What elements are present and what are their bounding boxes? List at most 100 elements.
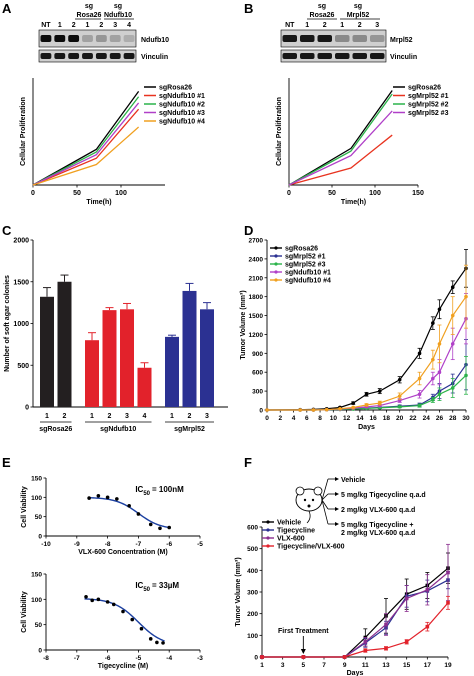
data-point xyxy=(301,655,306,659)
x-tick-label: 5 xyxy=(302,662,306,669)
x-tick-label: 18 xyxy=(383,415,391,422)
blot-a-lane-2: 2 xyxy=(72,22,76,29)
blot-b-lane-5: 3 xyxy=(375,22,379,29)
x-tick-label: -6 xyxy=(166,541,172,548)
series-line-1 xyxy=(288,134,393,186)
x-tick-label: 12 xyxy=(343,415,351,422)
x-tick-label: 30 xyxy=(462,415,470,422)
data-point xyxy=(450,285,455,290)
y-tick-label: 900 xyxy=(252,351,263,358)
data-point xyxy=(363,640,368,644)
protocol-item-4: 2 mg/kg VLX-600 q.a.d xyxy=(341,530,415,537)
y-axis-label: Cell Viability xyxy=(21,486,28,528)
blot-b-band-0-5 xyxy=(370,35,385,42)
data-point xyxy=(298,408,302,412)
blot-a-band-0-2 xyxy=(68,35,80,42)
x-axis-label: Tigecycline (M) xyxy=(98,663,148,670)
data-point-0 xyxy=(87,496,91,500)
x-axis-label: Days xyxy=(347,670,364,676)
blot-b-row-label-1: Mrpl52 xyxy=(390,37,413,44)
bar-category-label-3: 2 xyxy=(108,413,112,420)
data-point xyxy=(260,655,264,659)
x-tick-label: 4 xyxy=(292,415,296,422)
data-point-10 xyxy=(161,641,165,645)
x-tick-label: 14 xyxy=(356,415,364,422)
x-tick-label: 28 xyxy=(449,415,457,422)
blot-a-band-1-3 xyxy=(82,53,93,59)
data-point xyxy=(404,640,409,644)
panel-label-d: D xyxy=(244,223,253,238)
data-point-9 xyxy=(155,640,159,645)
x-tick-label: -8 xyxy=(43,655,49,662)
x-tick-label: 24 xyxy=(423,415,431,422)
bar-0 xyxy=(40,296,54,407)
data-point xyxy=(431,321,435,325)
y-axis-label: Number of soft agar colonies xyxy=(4,275,11,372)
blot-b-sg2-sub: Mrpl52 xyxy=(347,12,370,19)
x-tick-label: 22 xyxy=(409,415,417,422)
data-point xyxy=(417,403,422,408)
protocol-item-1: 5 mg/kg Tigecycline q.a.d xyxy=(341,492,426,499)
x-tick-label: 17 xyxy=(424,662,432,669)
data-point xyxy=(431,376,435,381)
data-point xyxy=(384,622,388,627)
data-point-5 xyxy=(136,512,141,516)
ic50-annotation: IC50 = 100nM xyxy=(135,485,184,497)
blot-b-band-1-3 xyxy=(335,53,350,59)
x-tick-label: 26 xyxy=(436,415,444,422)
blot-a-band-1-0 xyxy=(40,53,52,59)
data-point-2 xyxy=(96,597,101,602)
blot-b-box-1 xyxy=(280,29,387,48)
series-line-4 xyxy=(32,126,140,186)
data-point xyxy=(450,313,455,318)
legend-label-0: sgRosa26 xyxy=(285,246,318,253)
y-tick-label: 100 xyxy=(247,633,258,640)
blot-a-band-0-5 xyxy=(109,35,121,42)
y-tick-label: 400 xyxy=(247,568,258,575)
blot-a-band-0-6 xyxy=(123,35,135,42)
legend-label-2: VLX-600 xyxy=(277,536,305,543)
data-point xyxy=(446,601,450,605)
x-tick-label: 11 xyxy=(362,662,369,669)
legend-label-2: sgNdufb10 #2 xyxy=(159,102,205,109)
y-tick-label: 150 xyxy=(31,572,42,579)
blot-a-band-0-0 xyxy=(40,35,52,42)
legend-label-3: sgMrpl52 #3 xyxy=(408,110,449,117)
protocol-item-0: Vehicle xyxy=(341,477,365,484)
data-point-6 xyxy=(148,522,153,527)
data-point xyxy=(404,596,409,601)
x-tick-label: -4 xyxy=(166,655,172,662)
series-line-2 xyxy=(262,572,449,658)
blot-a-lane-6: 4 xyxy=(127,22,131,29)
x-tick-label: 50 xyxy=(73,190,81,197)
data-point xyxy=(342,655,347,659)
ic50-annotation: IC50 = 33µM xyxy=(135,581,179,593)
blot-a-lane-0: NT xyxy=(41,22,51,29)
blot-b-band-0-2 xyxy=(317,35,332,42)
chart-e-vlx600: -10 -9 -8 -7 -6 -5 0 50 100 150 VLX-600 Concentrat… xyxy=(21,476,203,557)
series-line-3 xyxy=(32,102,140,186)
blot-b-band-0-4 xyxy=(352,35,367,42)
data-point xyxy=(377,401,382,405)
panel-label-b: B xyxy=(244,1,253,16)
x-tick-label: 16 xyxy=(370,415,378,422)
series-line-1 xyxy=(262,579,449,658)
data-point xyxy=(437,392,442,397)
bar-5 xyxy=(137,367,152,407)
bar-category-label-7: 2 xyxy=(188,413,192,420)
data-point xyxy=(351,401,356,405)
x-axis-label: Time(h) xyxy=(86,199,111,206)
mouse-ear-right-icon xyxy=(313,486,323,496)
blot-a-lane-1: 1 xyxy=(58,22,62,29)
x-axis-label: VLX-600 Concentration (M) xyxy=(78,549,167,556)
series-line-0 xyxy=(262,567,449,658)
y-tick-label: 1500 xyxy=(249,313,264,320)
y-axis-label: Tumor Volume (mm³) xyxy=(235,557,242,626)
x-tick-label: 0 xyxy=(265,415,269,422)
blot-a-sg2-sub: Ndufb10 xyxy=(104,12,132,19)
data-point xyxy=(364,403,369,407)
y-tick-label: 1800 xyxy=(249,294,264,301)
y-tick-label: 100 xyxy=(31,597,42,604)
y-tick-label: 1000 xyxy=(13,321,29,328)
legend-label-3: sgNdufb10 #1 xyxy=(285,270,331,277)
